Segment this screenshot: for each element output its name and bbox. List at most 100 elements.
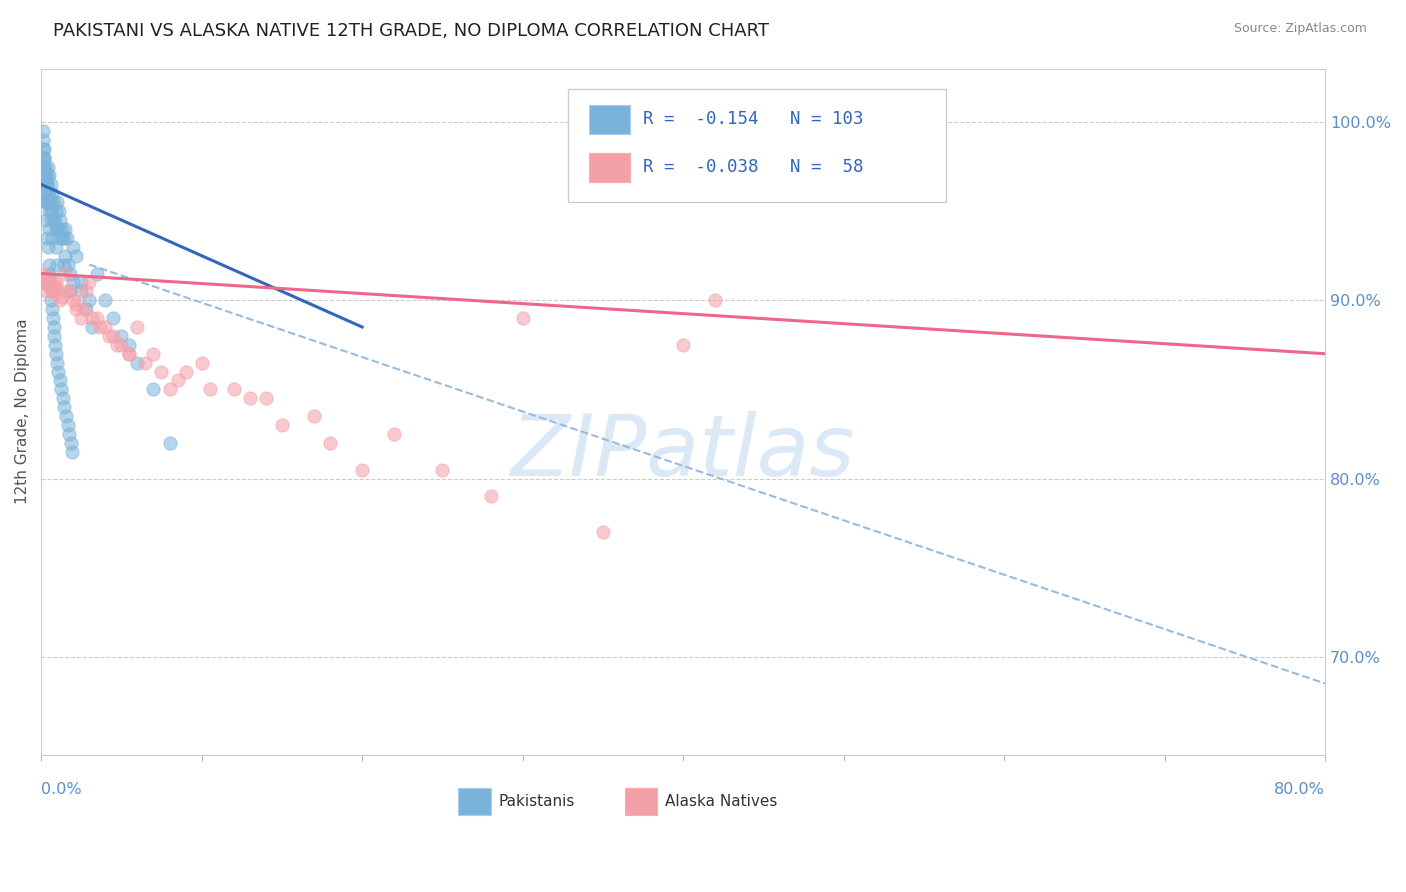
- Point: [41, 231, 63, 245]
- Point: [48, 374, 70, 388]
- Point: [38, 222, 60, 236]
- Point: [31, 169, 53, 183]
- Point: [39, 204, 62, 219]
- Point: [103, 329, 125, 343]
- Point: [62, 293, 84, 308]
- Point: [127, 356, 149, 370]
- Point: [59, 267, 82, 281]
- Y-axis label: 12th Grade, No Diploma: 12th Grade, No Diploma: [15, 318, 30, 505]
- Point: [41, 302, 63, 317]
- Point: [59, 435, 82, 450]
- Text: Alaska Natives: Alaska Natives: [665, 794, 778, 809]
- Point: [45, 240, 67, 254]
- Point: [86, 267, 108, 281]
- Point: [34, 186, 56, 201]
- Point: [48, 222, 70, 236]
- Point: [35, 276, 58, 290]
- Point: [32, 169, 55, 183]
- Point: [319, 435, 342, 450]
- Point: [190, 356, 212, 370]
- Point: [49, 293, 72, 308]
- Point: [41, 311, 63, 326]
- Text: 80.0%: 80.0%: [1274, 781, 1324, 797]
- Point: [150, 365, 173, 379]
- Point: [479, 489, 502, 503]
- Point: [77, 276, 100, 290]
- Point: [53, 249, 76, 263]
- Point: [37, 276, 59, 290]
- Point: [45, 276, 67, 290]
- Point: [59, 285, 82, 299]
- Point: [38, 169, 60, 183]
- Point: [512, 311, 534, 326]
- Point: [70, 285, 93, 299]
- Point: [42, 279, 65, 293]
- Point: [35, 195, 58, 210]
- Point: [51, 290, 73, 304]
- Point: [39, 195, 62, 210]
- Point: [31, 124, 53, 138]
- Point: [118, 338, 141, 352]
- Point: [53, 222, 76, 236]
- Point: [198, 383, 221, 397]
- Point: [105, 338, 128, 352]
- Point: [42, 213, 65, 227]
- Point: [35, 213, 58, 227]
- Point: [89, 320, 111, 334]
- Point: [86, 311, 108, 326]
- Point: [46, 365, 69, 379]
- Point: [73, 302, 96, 317]
- Point: [41, 204, 63, 219]
- Point: [254, 392, 277, 406]
- Point: [45, 222, 67, 236]
- Point: [37, 160, 59, 174]
- Bar: [589, 105, 630, 134]
- Point: [35, 169, 58, 183]
- Point: [39, 272, 62, 286]
- Point: [75, 285, 97, 299]
- Point: [37, 195, 59, 210]
- Point: [65, 297, 87, 311]
- Point: [65, 249, 87, 263]
- Point: [142, 383, 165, 397]
- Point: [38, 258, 60, 272]
- Point: [222, 383, 245, 397]
- Point: [38, 279, 60, 293]
- Point: [38, 267, 60, 281]
- Point: [110, 329, 132, 343]
- Point: [32, 142, 55, 156]
- Bar: [458, 789, 491, 814]
- Point: [127, 320, 149, 334]
- Point: [39, 276, 62, 290]
- Point: [45, 279, 67, 293]
- Point: [45, 347, 67, 361]
- Point: [166, 374, 188, 388]
- Point: [352, 462, 374, 476]
- Point: [48, 204, 70, 219]
- Point: [38, 204, 60, 219]
- Point: [41, 186, 63, 201]
- Point: [34, 169, 56, 183]
- Text: R =  -0.038   N =  58: R = -0.038 N = 58: [644, 159, 863, 177]
- Point: [35, 178, 58, 192]
- Point: [34, 178, 56, 192]
- Point: [75, 302, 97, 317]
- Point: [34, 151, 56, 165]
- Point: [34, 267, 56, 281]
- Point: [46, 285, 69, 299]
- Point: [35, 178, 58, 192]
- Point: [45, 204, 67, 219]
- Point: [302, 409, 325, 424]
- Point: [70, 311, 93, 326]
- Point: [45, 356, 67, 370]
- Point: [56, 231, 79, 245]
- Point: [46, 222, 69, 236]
- Point: [37, 240, 59, 254]
- Point: [94, 320, 117, 334]
- Point: [53, 401, 76, 415]
- Text: Pakistanis: Pakistanis: [498, 794, 575, 809]
- Point: [34, 195, 56, 210]
- Text: PAKISTANI VS ALASKA NATIVE 12TH GRADE, NO DIPLOMA CORRELATION CHART: PAKISTANI VS ALASKA NATIVE 12TH GRADE, N…: [53, 22, 769, 40]
- Point: [55, 409, 77, 424]
- Point: [65, 302, 87, 317]
